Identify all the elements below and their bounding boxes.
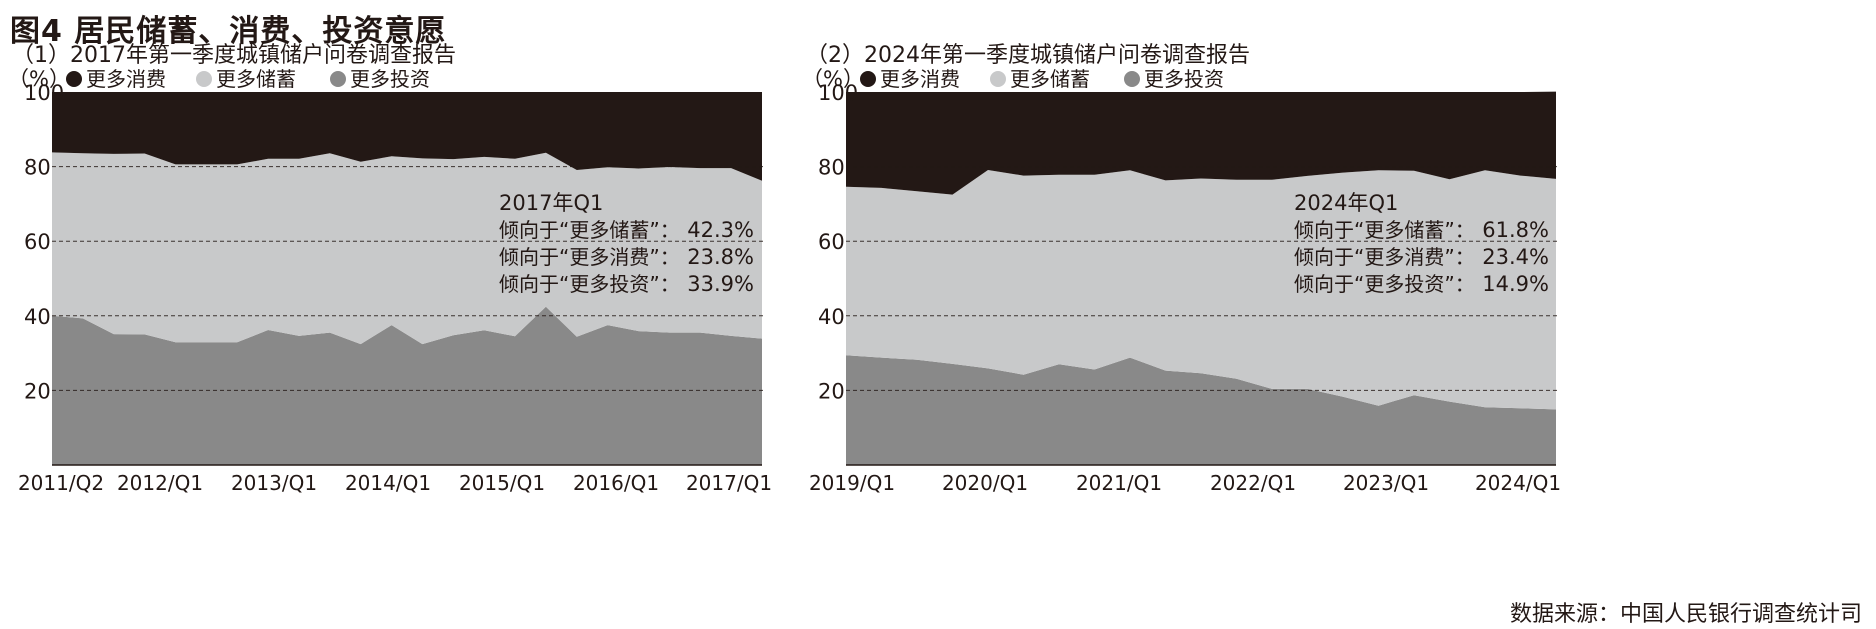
annotation-value-2: 23.8% <box>687 245 754 269</box>
annotation-value-1: 42.3% <box>687 218 754 242</box>
x-tick-label-1: 2019/Q1 <box>809 471 895 495</box>
annotation-value-3: 33.9% <box>687 272 754 296</box>
area-series-1 <box>52 306 762 465</box>
legend-swatch-3 <box>1124 71 1140 87</box>
legend-label-1: 更多消费 <box>86 67 166 91</box>
annotation-label-1: 倾向于“更多储蓄”： <box>499 218 680 242</box>
area-series-2 <box>846 170 1556 410</box>
legend-swatch-1 <box>860 71 876 87</box>
y-tick-label-100: 100 <box>24 81 64 105</box>
area-series-3 <box>52 92 762 181</box>
y-tick-label-20: 20 <box>818 379 845 403</box>
figure-title: 图4 居民储蓄、消费、投资意愿 <box>10 14 447 49</box>
x-tick-label-4: 2022/Q1 <box>1210 471 1296 495</box>
annotation-label-3: 倾向于“更多投资”： <box>499 272 680 296</box>
x-tick-label-6: 2016/Q1 <box>573 471 659 495</box>
annotation-label-2: 倾向于“更多消费”： <box>499 245 680 269</box>
annotation-label-1: 倾向于“更多储蓄”： <box>1294 218 1475 242</box>
area-series-2 <box>52 152 762 345</box>
area-series-1 <box>846 355 1556 465</box>
chart-panel-1: （1）2017年第一季度城镇储户问卷调查报告（%） 更多消费 更多储蓄 更多投资 20 4… <box>8 43 772 495</box>
annotation-value-3: 14.9% <box>1482 272 1549 296</box>
legend-swatch-2 <box>196 71 212 87</box>
annotation-value-1: 61.8% <box>1482 218 1549 242</box>
y-tick-label-20: 20 <box>24 379 51 403</box>
legend-label-2: 更多储蓄 <box>216 67 296 91</box>
x-tick-label-5: 2015/Q1 <box>459 471 545 495</box>
annotation-label-3: 倾向于“更多投资”： <box>1294 272 1475 296</box>
x-tick-label-2: 2020/Q1 <box>942 471 1028 495</box>
legend-swatch-3 <box>330 71 346 87</box>
y-tick-label-80: 80 <box>818 156 845 180</box>
source-note: 数据来源：中国人民银行调查统计司 <box>1509 602 1862 627</box>
x-tick-label-3: 2021/Q1 <box>1076 471 1162 495</box>
y-tick-label-100: 100 <box>818 81 858 105</box>
y-unit-label: （%） <box>8 67 70 91</box>
y-tick-label-80: 80 <box>24 156 51 180</box>
x-tick-label-1: 2011/Q2 <box>18 471 104 495</box>
x-tick-label-4: 2014/Q1 <box>345 471 431 495</box>
x-tick-label-3: 2013/Q1 <box>231 471 317 495</box>
annotation-title: 2024年Q1 <box>1294 191 1398 215</box>
annotation-value-2: 23.4% <box>1482 245 1549 269</box>
y-unit-label: （%） <box>802 67 864 91</box>
legend-swatch-2 <box>990 71 1006 87</box>
x-tick-label-5: 2023/Q1 <box>1343 471 1429 495</box>
y-tick-label-40: 40 <box>818 305 845 329</box>
legend-label-3: 更多投资 <box>1144 67 1224 91</box>
legend-label-3: 更多投资 <box>350 67 430 91</box>
annotation-title: 2017年Q1 <box>499 191 603 215</box>
y-tick-label-40: 40 <box>24 305 51 329</box>
y-tick-label-60: 60 <box>818 230 845 254</box>
chart-title: （2）2024年第一季度城镇储户问卷调查报告 <box>806 43 1250 68</box>
y-tick-label-60: 60 <box>24 230 51 254</box>
x-tick-label-7: 2017/Q1 <box>686 471 772 495</box>
legend-label-1: 更多消费 <box>880 67 960 91</box>
annotation-label-2: 倾向于“更多消费”： <box>1294 245 1475 269</box>
legend-swatch-1 <box>66 71 82 87</box>
legend-label-2: 更多储蓄 <box>1010 67 1090 91</box>
chart-panel-2: （2）2024年第一季度城镇储户问卷调查报告（%） 更多消费 更多储蓄 更多投资 20 4… <box>802 43 1561 495</box>
area-series-3 <box>846 91 1556 195</box>
x-tick-label-2: 2012/Q1 <box>117 471 203 495</box>
x-tick-label-6: 2024/Q1 <box>1475 471 1561 495</box>
chart-title: （1）2017年第一季度城镇储户问卷调查报告 <box>12 43 456 68</box>
